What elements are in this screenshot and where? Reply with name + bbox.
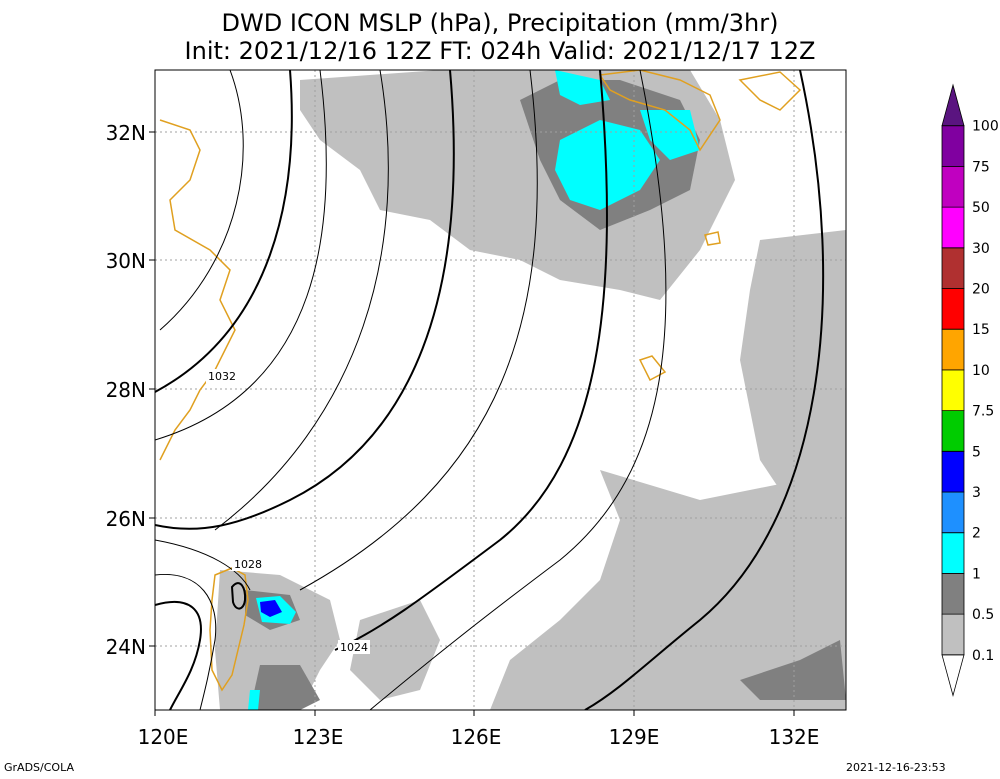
lon-label-123e: 123E [293, 725, 344, 749]
lat-label-32n: 32N [106, 121, 146, 145]
isobar-1030 [214, 70, 389, 531]
plot-frame [154, 69, 847, 711]
colorbar-label: 1 [972, 566, 981, 582]
colorbar-swatch [941, 410, 965, 452]
coastline-shikoku-edge [738, 71, 802, 111]
isobar-1031 [155, 70, 327, 441]
latitude-labels: 32N 30N 28N 26N 24N [106, 121, 146, 659]
isobar-1028 [155, 70, 455, 530]
colorbar-swatch [941, 83, 965, 127]
colorbar-swatch [941, 247, 965, 289]
lat-label-28n: 28N [106, 378, 146, 402]
isobar-low-ring [230, 582, 247, 610]
lat-label-24n: 24N [106, 635, 146, 659]
precip-blue-taiwan [260, 600, 282, 617]
colorbar-label: 2 [972, 526, 981, 542]
isobars [155, 70, 825, 710]
colorbar-label: 5 [972, 444, 981, 460]
isobar-1020 [584, 70, 825, 710]
isobar-1022-west [155, 573, 217, 710]
lat-lon-grid [155, 70, 846, 710]
isobar-label-1028: 1028 [234, 558, 262, 571]
isobar-1032 [155, 70, 293, 393]
precip-cyan-south [248, 690, 260, 710]
colorbar-swatch [941, 166, 965, 208]
coastline-okinawa [638, 355, 667, 382]
isobar-1024 [334, 70, 608, 651]
colorbar-swatch [941, 532, 965, 574]
colorbar-swatch [941, 288, 965, 330]
isobar-1024-west [155, 539, 251, 591]
precip-medium-southeast [740, 640, 846, 700]
colorbar-label: 20 [972, 282, 990, 298]
colorbar-label: 15 [972, 322, 990, 338]
lat-label-30n: 30N [106, 249, 146, 273]
lon-label-129e: 129E [609, 725, 660, 749]
lat-label-26n: 26N [106, 507, 146, 531]
precip-area-east [740, 230, 846, 520]
coastline-kyushu [598, 70, 721, 152]
colorbar-swatch [941, 573, 965, 615]
colorbar-swatch [941, 613, 965, 656]
isobar-1022 [369, 70, 667, 710]
colorbar-swatch [941, 450, 965, 493]
isobar-1027 [299, 70, 538, 591]
colorbar-label: 0.5 [972, 607, 994, 623]
precip-cyan-north-2 [640, 110, 700, 160]
axis-ticks [149, 131, 795, 716]
colorbar-label: 100 [972, 119, 999, 135]
chart-subtitle: Init: 2021/12/16 12Z FT: 024h Valid: 202… [184, 37, 816, 65]
lon-label-126e: 126E [451, 725, 502, 749]
lon-label-120e: 120E [138, 725, 189, 749]
colorbar-label: 50 [972, 200, 990, 216]
colorbar-label: 75 [972, 159, 990, 175]
precip-cyan-north-3 [555, 70, 610, 105]
precip-light-areas [215, 70, 846, 710]
colorbar-swatch [941, 654, 965, 698]
coastline-china [159, 119, 236, 461]
precip-area-south-central [350, 600, 440, 700]
render-timestamp: 2021-12-16-23:53 [846, 761, 946, 774]
isobar-label-1032: 1032 [208, 370, 236, 383]
precip-colorbar: 0.1 0.5 1 2 3 5 7.5 10 15 20 30 50 75 100 [941, 83, 999, 698]
coastline-tanegashima [704, 231, 721, 246]
colorbar-swatch [941, 328, 965, 371]
colorbar-swatch [941, 491, 965, 534]
coastlines [159, 70, 802, 692]
colorbar-swatch [941, 125, 965, 167]
precip-medium-south [250, 665, 320, 710]
isobar-1020-west [155, 600, 202, 710]
isobar-label-1024: 1024 [340, 641, 368, 654]
colorbar-swatch [941, 369, 965, 411]
precip-cyan-north [555, 120, 660, 210]
chart-title: DWD ICON MSLP (hPa), Precipitation (mm/3… [221, 9, 779, 37]
colorbar-label: 30 [972, 241, 990, 257]
colorbar-label: 7.5 [972, 404, 994, 420]
isobar-1032-thin [159, 70, 244, 331]
software-credit: GrADS/COLA [4, 761, 74, 774]
coastline-taiwan [209, 567, 249, 692]
precip-area-southeast [490, 470, 846, 710]
precip-heavy-areas [248, 70, 700, 710]
map-plot-area: 1032 1028 1024 [155, 70, 846, 710]
colorbar-label: 3 [972, 485, 981, 501]
isobar-labels: 1032 1028 1024 [206, 369, 370, 654]
longitude-labels: 120E 123E 126E 129E 132E [138, 725, 820, 749]
colorbar-swatch [941, 206, 965, 249]
colorbar-label: 0.1 [972, 648, 994, 664]
lon-label-132e: 132E [769, 725, 820, 749]
colorbar-label: 10 [972, 363, 990, 379]
